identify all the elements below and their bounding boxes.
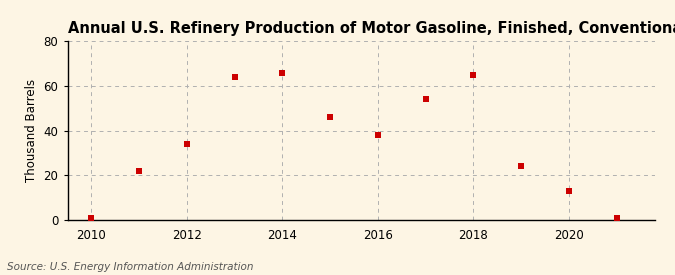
Y-axis label: Thousand Barrels: Thousand Barrels bbox=[25, 79, 38, 182]
Point bbox=[325, 115, 335, 119]
Point bbox=[182, 142, 192, 146]
Point bbox=[373, 133, 383, 137]
Point bbox=[564, 189, 574, 193]
Point bbox=[468, 73, 479, 77]
Point bbox=[277, 70, 288, 75]
Text: Source: U.S. Energy Information Administration: Source: U.S. Energy Information Administ… bbox=[7, 262, 253, 272]
Point bbox=[611, 216, 622, 220]
Point bbox=[230, 75, 240, 79]
Point bbox=[420, 97, 431, 101]
Point bbox=[86, 216, 97, 220]
Text: Annual U.S. Refinery Production of Motor Gasoline, Finished, Conventional, Great: Annual U.S. Refinery Production of Motor… bbox=[68, 21, 675, 36]
Point bbox=[516, 164, 526, 169]
Point bbox=[134, 169, 144, 173]
